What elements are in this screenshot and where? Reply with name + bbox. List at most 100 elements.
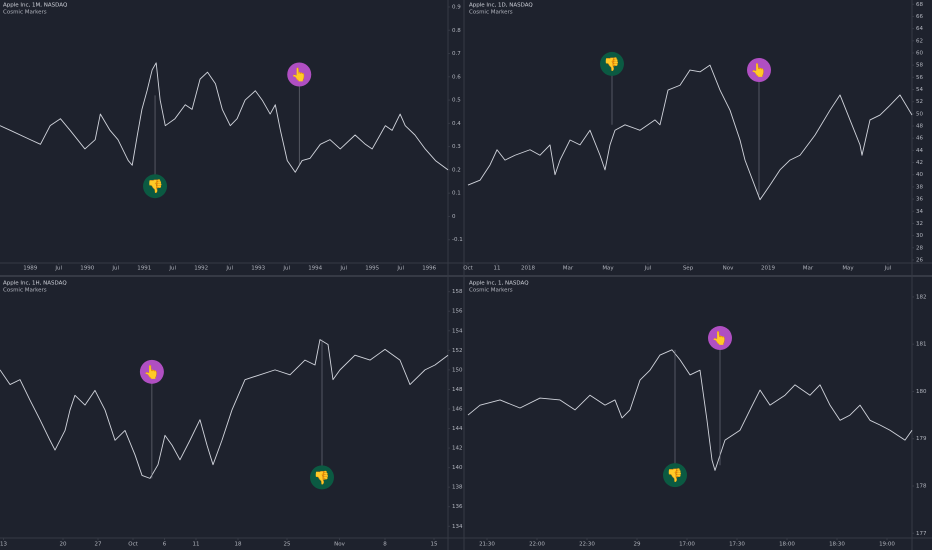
x-tick-label: 22:00 xyxy=(529,542,545,548)
indicator-name: Cosmic Markers xyxy=(469,288,513,294)
x-tick-label: 22:30 xyxy=(579,542,595,548)
chart-title: Apple Inc, 1D, NASDAQ xyxy=(469,3,533,9)
price-line xyxy=(0,62,449,173)
x-tick-label: 11 xyxy=(494,266,501,272)
x-tick-label: May xyxy=(602,266,614,272)
y-tick-label: 66 xyxy=(916,14,923,20)
x-tick-label: Mar xyxy=(803,266,814,272)
x-tick-label: 2019 xyxy=(761,266,775,272)
indicator-name: Cosmic Markers xyxy=(3,288,47,294)
chart-title: Apple Inc, 1H, NASDAQ xyxy=(3,281,67,287)
y-tick-label: 180 xyxy=(916,389,927,395)
y-tick-label: 36 xyxy=(916,197,923,203)
y-tick-label: 150 xyxy=(452,367,463,373)
x-tick-label: 19:00 xyxy=(879,542,895,548)
x-tick-label: Nov xyxy=(723,266,734,272)
y-tick-label: 0.9 xyxy=(452,4,461,10)
x-tick-label: Mar xyxy=(563,266,574,272)
y-tick-label: 50 xyxy=(916,111,923,117)
y-tick-label: 152 xyxy=(452,348,463,354)
y-tick-label: 28 xyxy=(916,245,923,251)
signal-icon: 👎 xyxy=(314,470,330,486)
y-tick-label: 48 xyxy=(916,124,923,130)
y-tick-label: 68 xyxy=(916,2,923,8)
y-tick-label: 32 xyxy=(916,221,923,227)
x-tick-label: Jul xyxy=(884,266,892,272)
x-tick-label: 20 xyxy=(60,542,67,548)
y-tick-label: 0.3 xyxy=(452,144,461,150)
signal-marker xyxy=(747,58,771,83)
y-tick-label: 138 xyxy=(452,485,463,491)
y-tick-label: 0.8 xyxy=(452,28,461,34)
x-tick-label: 18:30 xyxy=(829,542,845,548)
signal-marker xyxy=(310,465,334,490)
y-tick-label: 0 xyxy=(452,214,456,220)
y-tick-label: 140 xyxy=(452,465,463,471)
signal-icon: 👆 xyxy=(712,331,728,347)
signal-marker xyxy=(139,359,164,384)
y-tick-label: 62 xyxy=(916,38,923,44)
y-tick-label: 30 xyxy=(916,233,923,239)
x-tick-label: Jul xyxy=(644,266,652,272)
signal-marker xyxy=(708,326,732,351)
x-tick-label: Nov xyxy=(334,542,345,548)
signal-icon: 👎 xyxy=(604,56,620,72)
y-tick-label: 38 xyxy=(916,184,923,190)
y-tick-label: 154 xyxy=(452,328,463,334)
price-line xyxy=(467,349,913,471)
y-tick-label: 0.4 xyxy=(452,121,461,127)
x-tick-label: 1996 xyxy=(422,266,436,272)
x-tick-label: Jul xyxy=(168,266,176,272)
y-tick-label: 26 xyxy=(916,257,923,263)
x-tick-label: Jul xyxy=(111,266,119,272)
x-tick-label: 17:30 xyxy=(729,542,745,548)
y-tick-label: 158 xyxy=(452,289,463,295)
x-tick-label: May xyxy=(842,266,854,272)
y-tick-label: 156 xyxy=(452,309,463,315)
x-tick-label: 21:30 xyxy=(479,542,495,548)
y-tick-label: 177 xyxy=(916,531,927,537)
signal-icon: 👆 xyxy=(291,67,307,83)
signal-icon: 👎 xyxy=(667,468,683,484)
y-tick-label: 178 xyxy=(916,484,927,490)
y-tick-label: 34 xyxy=(916,209,923,215)
x-tick-label: 27 xyxy=(95,542,102,548)
signal-icon: 👆 xyxy=(751,63,767,79)
y-tick-label: 44 xyxy=(916,148,923,154)
x-tick-label: Jul xyxy=(339,266,347,272)
signal-marker xyxy=(663,463,687,488)
x-tick-label: Sep xyxy=(683,266,694,272)
signal-marker xyxy=(143,174,168,199)
y-tick-label: 56 xyxy=(916,75,923,81)
x-tick-label: Oct xyxy=(463,266,473,272)
x-tick-label: Jul xyxy=(282,266,290,272)
y-tick-label: 52 xyxy=(916,99,923,105)
y-tick-label: 136 xyxy=(452,504,463,510)
y-tick-label: 0.7 xyxy=(452,51,461,57)
x-tick-label: 1993 xyxy=(251,266,265,272)
y-tick-label: 0.5 xyxy=(452,98,461,104)
y-tick-label: 134 xyxy=(452,524,463,530)
indicator-name: Cosmic Markers xyxy=(469,10,513,16)
y-tick-label: 182 xyxy=(916,294,927,300)
y-tick-label: 54 xyxy=(916,87,923,93)
x-tick-label: 15 xyxy=(431,542,438,548)
x-tick-label: 17:00 xyxy=(679,542,695,548)
y-tick-label: 0.1 xyxy=(452,191,461,197)
x-tick-label: 13 xyxy=(0,542,7,548)
x-tick-label: 1991 xyxy=(137,266,151,272)
x-tick-label: 1994 xyxy=(308,266,322,272)
x-tick-label: 18:00 xyxy=(779,542,795,548)
x-tick-label: Jul xyxy=(225,266,233,272)
x-tick-label: Oct xyxy=(128,542,138,548)
x-tick-label: 1990 xyxy=(80,266,94,272)
x-tick-label: 29 xyxy=(634,542,641,548)
indicator-name: Cosmic Markers xyxy=(3,10,47,16)
x-tick-label: 11 xyxy=(193,542,200,548)
y-tick-label: 42 xyxy=(916,160,923,166)
chart-title: Apple Inc, 1M, NASDAQ xyxy=(3,3,68,9)
price-line xyxy=(0,339,449,479)
y-tick-label: 148 xyxy=(452,387,463,393)
signal-marker xyxy=(287,62,312,87)
